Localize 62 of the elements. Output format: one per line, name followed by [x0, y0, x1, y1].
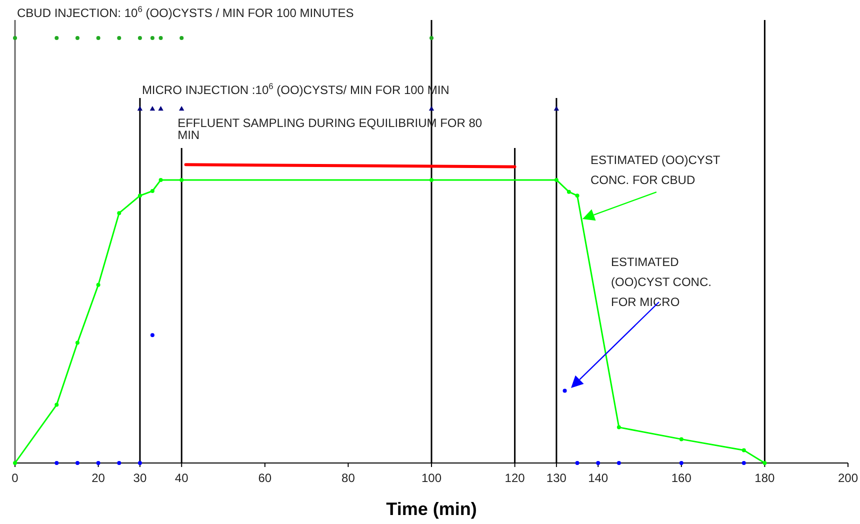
point	[430, 36, 434, 40]
point	[562, 388, 567, 393]
x-tick-label: 200	[838, 471, 858, 485]
x-tick-label: 180	[754, 471, 776, 485]
point	[679, 437, 684, 442]
x-tick-label: 130	[546, 471, 567, 485]
point	[158, 106, 164, 111]
x-tick-label: 80	[342, 471, 356, 485]
point	[428, 106, 434, 111]
x-tick-label: 120	[504, 471, 526, 485]
x-tick-label: 60	[258, 471, 272, 485]
x-tick-label: 140	[588, 471, 608, 485]
point	[150, 36, 154, 40]
point	[54, 402, 59, 407]
point	[616, 425, 621, 430]
x-tick-label: 100	[421, 471, 442, 485]
point	[150, 333, 154, 338]
point	[158, 178, 163, 182]
point	[96, 461, 100, 465]
point	[430, 178, 434, 182]
point	[13, 36, 17, 40]
point	[179, 106, 184, 111]
point	[13, 461, 17, 465]
point	[138, 36, 142, 40]
point	[138, 461, 142, 465]
x-tick-label: 40	[174, 471, 189, 485]
point	[150, 189, 154, 193]
point	[554, 106, 560, 111]
point	[596, 461, 600, 465]
point	[554, 178, 558, 182]
point	[158, 36, 163, 40]
point	[75, 340, 80, 345]
point	[117, 461, 122, 465]
annotation: ESTIMATED (OO)CYST CONC. FOR MICRO	[611, 255, 712, 309]
point	[137, 106, 143, 111]
point	[75, 461, 80, 465]
point	[117, 36, 122, 40]
point	[75, 36, 80, 40]
point	[96, 282, 100, 287]
point	[54, 36, 59, 40]
point	[96, 36, 100, 40]
point	[180, 36, 184, 40]
point	[575, 461, 580, 465]
point	[150, 106, 156, 111]
point	[566, 190, 571, 194]
point	[117, 211, 122, 216]
annotation: ESTIMATED (OO)CYST CONC. FOR CBUD	[590, 153, 721, 188]
point	[742, 461, 746, 465]
x-tick-label: 160	[671, 471, 692, 485]
point	[138, 194, 142, 198]
x-tick-label: 0	[12, 471, 19, 485]
point	[679, 461, 684, 465]
point	[762, 461, 767, 465]
point	[616, 461, 621, 465]
point	[575, 194, 580, 198]
text: CBUD INJECTION: 10$^{6}$ (OO)CYSTS / MIN FOR 100 MINUTES	[17, 4, 354, 20]
point	[180, 178, 184, 182]
x-axis-title: Time (min)	[386, 499, 477, 519]
point	[742, 448, 746, 452]
x-tick-label: 20	[92, 471, 106, 485]
point	[54, 461, 59, 465]
x-tick-label: 30	[133, 471, 147, 485]
